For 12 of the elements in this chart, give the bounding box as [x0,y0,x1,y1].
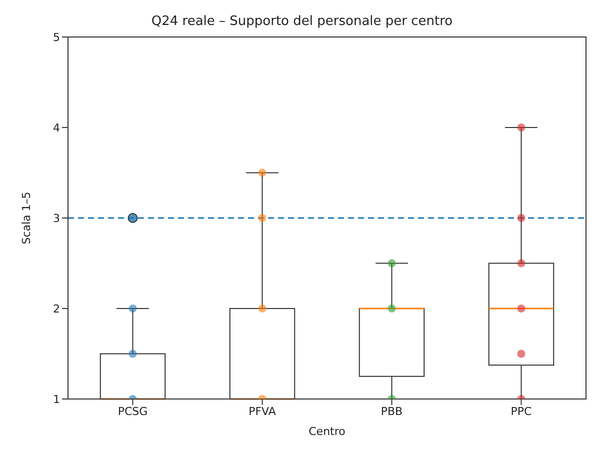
y-tick-label: 4 [53,121,60,134]
x-tick-label: PPC [510,404,532,418]
x-tick-label: PCSG [118,404,148,418]
y-tick-label: 3 [53,212,60,225]
x-tick-label: PBB [380,404,403,418]
y-tick-label: 2 [53,302,60,316]
chart-title: Q24 reale – Supporto del personale per centro [150,13,454,29]
y-tick-label: 1 [53,392,60,406]
y-axis-title: Scala 1–5 [20,192,33,244]
y-tick-label: 5 [53,30,60,44]
x-tick-label: PFVA [248,404,276,418]
x-axis-title: Centro [308,425,346,438]
